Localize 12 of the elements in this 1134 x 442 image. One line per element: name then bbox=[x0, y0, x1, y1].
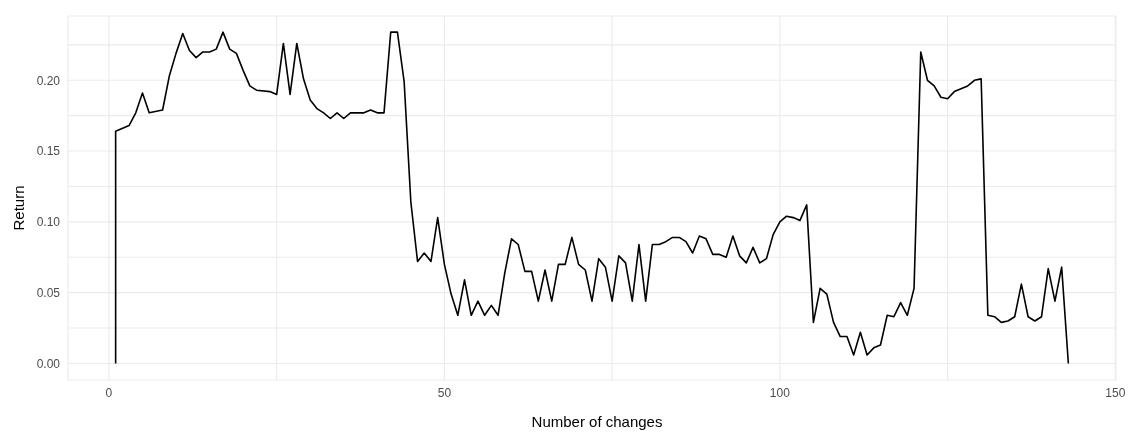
y-tick-label: 0.05 bbox=[36, 285, 61, 300]
y-tick-label: 0.10 bbox=[36, 215, 61, 230]
y-tick-label: 0.20 bbox=[36, 73, 61, 88]
x-tick-label: 50 bbox=[437, 385, 452, 400]
x-tick-label: 100 bbox=[769, 385, 791, 400]
y-tick-label: 0.15 bbox=[36, 144, 61, 159]
x-axis-title: Number of changes bbox=[530, 413, 664, 430]
y-tick-label: 0.00 bbox=[36, 356, 61, 371]
x-tick-label: 150 bbox=[1105, 385, 1126, 400]
line-series bbox=[114, 31, 1070, 365]
x-tick-label: 0 bbox=[105, 385, 113, 400]
y-axis-title: Return bbox=[10, 185, 27, 231]
